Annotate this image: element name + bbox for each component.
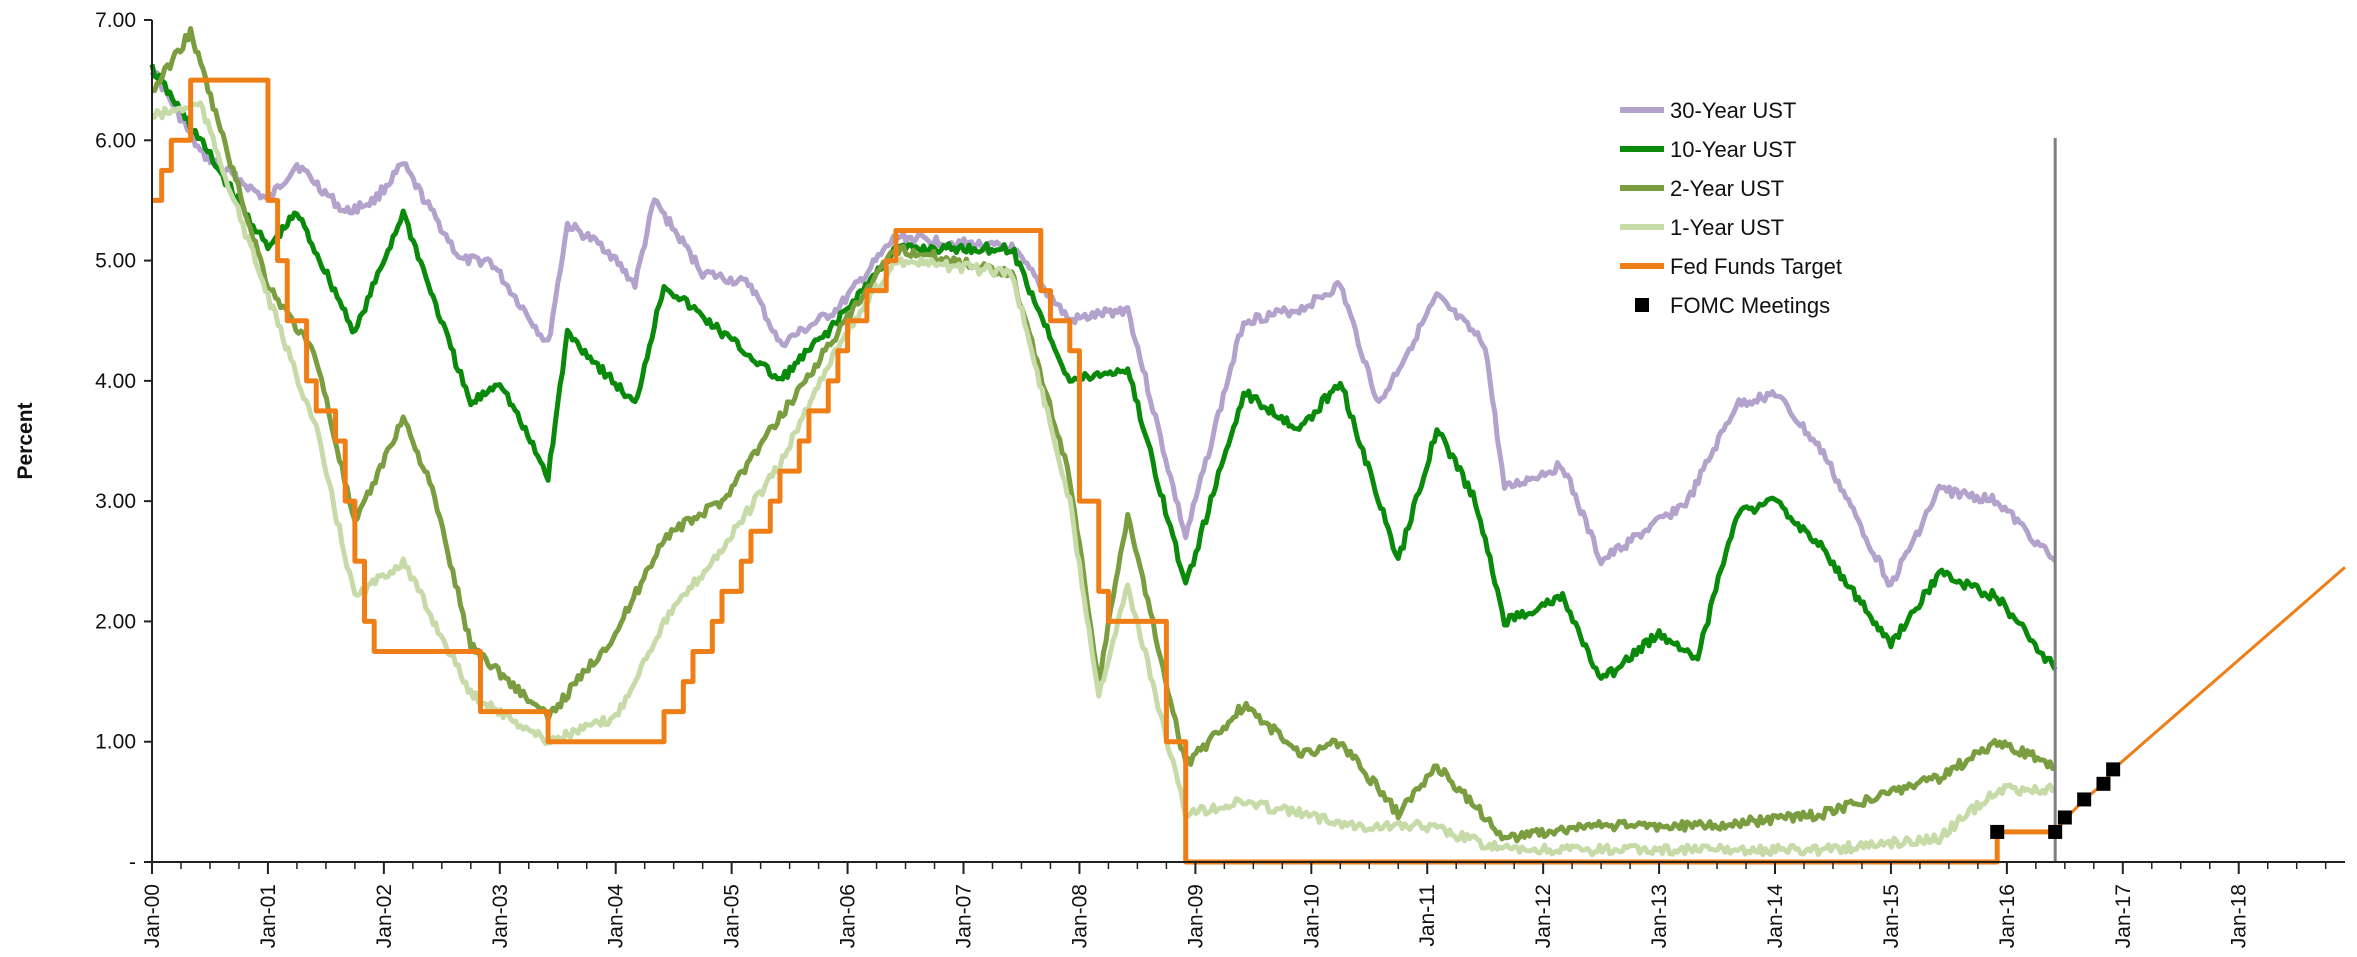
fomc-layer	[1990, 762, 2121, 839]
x-tick-label: Jan-16	[1996, 884, 2019, 948]
x-tick-label: Jan-14	[1764, 884, 1787, 949]
fomc-meeting-marker	[2077, 792, 2092, 807]
legend-label-1-year-ust: 1-Year UST	[1670, 215, 1784, 240]
y-tick-label: 3.00	[95, 490, 136, 513]
x-tick-label: Jan-03	[489, 884, 512, 948]
axes-layer: - 1.00 2.00 3.00 4.00 5.00 6.00 7.00 Jan-00 Jan-0…	[14, 9, 2345, 948]
fomc-meeting-marker	[2057, 810, 2072, 825]
legend-label-2-year-ust: 2-Year UST	[1670, 176, 1784, 201]
y-tick-label: 6.00	[95, 129, 136, 152]
legend-label-fed-funds-target: Fed Funds Target	[1670, 254, 1842, 279]
legend: 30-Year UST 10-Year UST 2-Year UST 1-Year U…	[1620, 98, 1842, 318]
fomc-meeting-marker	[2106, 762, 2121, 777]
y-tick-label: -	[129, 851, 136, 874]
x-tick-label: Jan-01	[257, 884, 280, 948]
y-tick-label: 7.00	[95, 9, 136, 32]
legend-swatch-fomc-meetings	[1635, 298, 1649, 312]
fomc-meeting-marker	[2048, 824, 2063, 839]
x-tick-label: Jan-15	[1880, 884, 1903, 948]
series-fed-funds-target	[152, 77, 2056, 865]
y-axis-title: Percent	[14, 402, 37, 479]
x-tick-label: Jan-02	[373, 884, 396, 948]
y-tick-label: 4.00	[95, 370, 136, 393]
legend-label-fomc-meetings: FOMC Meetings	[1670, 293, 1830, 318]
series-1-year-ust	[152, 100, 2057, 858]
series-2-year-ust	[151, 26, 2058, 844]
x-tick-label: Jan-11	[1416, 884, 1439, 947]
x-tick-label: Jan-17	[2112, 884, 2135, 948]
x-tick-label: Jan-00	[141, 884, 164, 948]
x-tick-label: Jan-13	[1648, 884, 1671, 948]
y-tick-label: 1.00	[95, 731, 136, 754]
series-10-year-ust	[149, 63, 2058, 681]
y-tick-label: 5.00	[95, 250, 136, 273]
x-tick-label: Jan-04	[605, 884, 628, 949]
x-tick-label: Jan-12	[1532, 884, 1555, 948]
series-fed-funds-target-projection	[2054, 566, 2346, 833]
x-tick-label: Jan-18	[2228, 884, 2251, 948]
y-tick-label: 2.00	[95, 610, 136, 633]
legend-label-10-year-ust: 10-Year UST	[1670, 137, 1796, 162]
fomc-meeting-marker	[2096, 776, 2111, 791]
series-30-year-ust	[149, 70, 2058, 588]
legend-label-30-year-ust: 30-Year UST	[1670, 98, 1796, 123]
x-tick-label: Jan-09	[1184, 884, 1207, 948]
fomc-meeting-marker	[1990, 824, 2005, 839]
x-tick-label: Jan-06	[837, 884, 860, 948]
series-layer	[149, 26, 2346, 865]
x-tick-label: Jan-10	[1300, 884, 1323, 948]
x-tick-label: Jan-07	[953, 884, 976, 948]
x-tick-label: Jan-05	[721, 884, 744, 948]
x-tick-label: Jan-08	[1068, 884, 1091, 948]
